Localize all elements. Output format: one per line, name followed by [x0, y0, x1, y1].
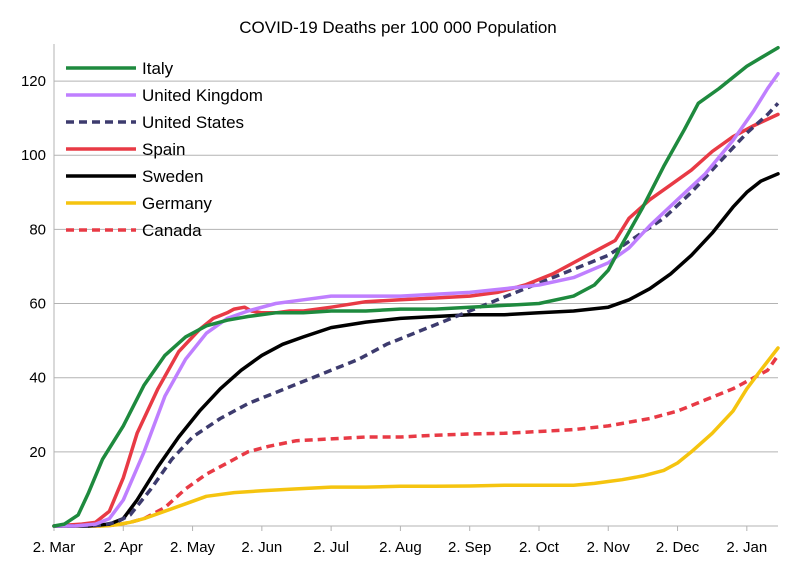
- y-tick-label: 120: [21, 73, 46, 90]
- x-tick-label: 2. Jul: [313, 539, 349, 556]
- x-tick-label: 2. Oct: [519, 539, 560, 556]
- series-line-sweden: [52, 172, 780, 528]
- x-tick-label: 2. Jan: [726, 539, 767, 556]
- legend-label: United Kingdom: [142, 86, 263, 105]
- legend: Italy United Kingdom United States Spain Swe…: [66, 59, 263, 240]
- x-tick-label: 2. Sep: [448, 539, 491, 556]
- axes: [53, 44, 778, 531]
- series-line-canada: [54, 354, 780, 528]
- x-tick-label: 2. Dec: [656, 539, 700, 556]
- series-line-italy: [52, 45, 780, 528]
- legend-label: Canada: [142, 221, 202, 240]
- x-tick-label: 2. Aug: [379, 539, 422, 556]
- tick-labels: 20 40 60 80 100 120 2. Mar 2. Apr 2. May 2. Jun 2.…: [21, 73, 767, 556]
- chart-title: COVID-19 Deaths per 100 000 Population: [239, 18, 557, 37]
- legend-label: Spain: [142, 140, 185, 159]
- x-tick-label: 2. May: [170, 539, 216, 556]
- x-tick-label: 2. Nov: [587, 539, 631, 556]
- series-line-united-kingdom: [52, 71, 780, 528]
- series-line-united-states: [54, 102, 780, 528]
- legend-label: United States: [142, 113, 244, 132]
- y-tick-label: 80: [29, 221, 46, 238]
- x-tick-label: 2. Jun: [241, 539, 282, 556]
- y-tick-label: 100: [21, 147, 46, 164]
- y-tick-label: 20: [29, 444, 46, 461]
- y-tick-label: 40: [29, 370, 46, 387]
- legend-label: Germany: [142, 194, 212, 213]
- gridlines: [54, 80, 778, 453]
- y-tick-label: 60: [29, 296, 46, 313]
- series-line-spain: [52, 112, 780, 528]
- x-tick-label: 2. Apr: [104, 539, 143, 556]
- series-line-germany: [52, 346, 780, 528]
- x-tick-label: 2. Mar: [33, 539, 76, 556]
- legend-label: Italy: [142, 59, 174, 78]
- series-lines: [52, 45, 780, 528]
- legend-label: Sweden: [142, 167, 203, 186]
